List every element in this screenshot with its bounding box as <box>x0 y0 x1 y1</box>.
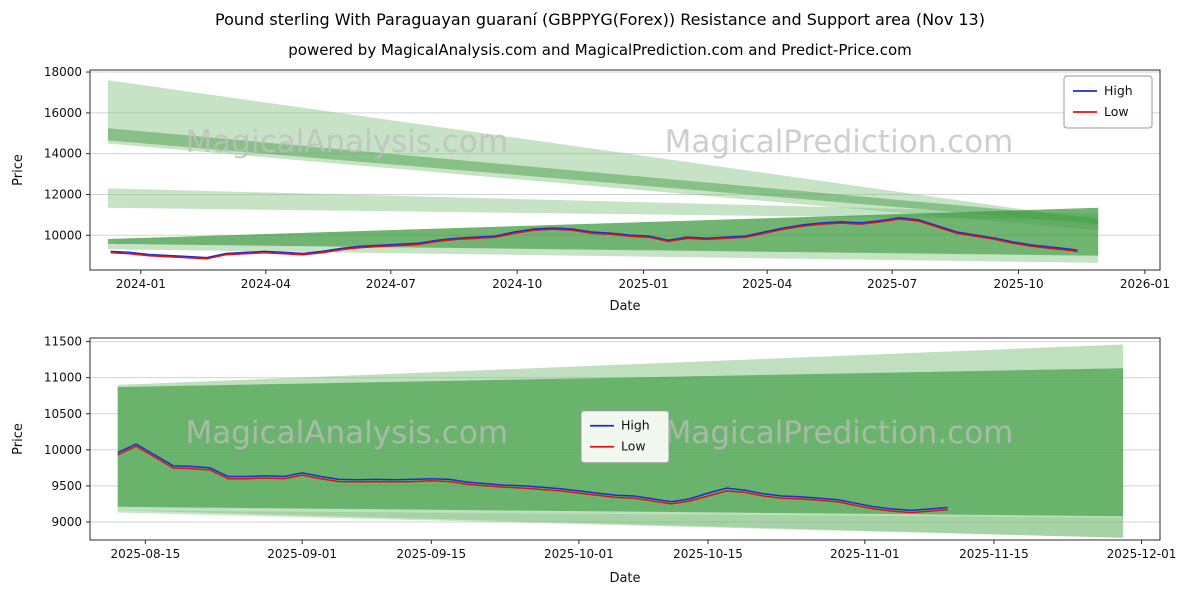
watermark-left: MagicalAnalysis.com <box>186 124 508 160</box>
x-axis-label: Date <box>609 299 640 314</box>
x-tick-label: 2024-04 <box>241 277 291 291</box>
price-line-low <box>117 445 948 514</box>
gridlines: 10000 12000 14000 16000 18000 2024-01 2024-04 2… <box>44 65 1170 291</box>
y-tick-label: 18000 <box>44 65 82 79</box>
y-tick-label: 16000 <box>44 106 82 120</box>
price-lines <box>110 217 1078 260</box>
price-line-low <box>110 218 1078 260</box>
x-tick-label: 2025-11-01 <box>830 547 900 561</box>
top-chart: 10000 12000 14000 16000 18000 2024-01 2024-04 2… <box>0 58 1200 320</box>
x-tick-label: 2025-12-01 <box>1107 547 1177 561</box>
price-line-high <box>117 443 948 512</box>
support-resistance-bands <box>107 80 1099 263</box>
watermark-left: MagicalAnalysis.com <box>186 415 508 451</box>
trend-band <box>117 510 1124 538</box>
x-tick-label: 2025-10-15 <box>673 547 743 561</box>
y-tick-label: 9000 <box>51 515 82 529</box>
x-tick-label: 2025-08-15 <box>110 547 180 561</box>
x-axis-label: Date <box>609 571 640 586</box>
y-tick-label: 10000 <box>44 443 82 457</box>
legend-label-high: High <box>621 418 650 433</box>
legend-label-low: Low <box>1104 104 1129 119</box>
watermark-right: MagicalPrediction.com <box>665 124 1014 160</box>
watermark-right: MagicalPrediction.com <box>665 415 1014 451</box>
y-tick-label: 10500 <box>44 407 82 421</box>
plot-frame <box>89 337 1161 541</box>
legend: High Low <box>1063 75 1153 129</box>
long-term-chart-svg: 10000 12000 14000 16000 18000 2024-01 2024-04 2… <box>11 65 1170 314</box>
x-tick-label: 2025-11-15 <box>959 547 1029 561</box>
short-term-chart-svg: 9000 9500 10000 10500 11000 11500 2025-08-15 20… <box>11 335 1177 586</box>
x-tick-label: 2025-09-01 <box>267 547 337 561</box>
y-tick-label: 11000 <box>44 371 82 385</box>
y-tick-label: 11500 <box>44 335 82 349</box>
trend-band <box>107 80 1099 231</box>
x-tick-label: 2025-10 <box>993 277 1043 291</box>
trend-band <box>107 207 1099 256</box>
trend-band <box>107 128 1099 225</box>
y-tick-label: 14000 <box>44 147 82 161</box>
price-line-high <box>110 217 1078 259</box>
x-tick-label: 2026-01 <box>1120 277 1170 291</box>
x-tick-label: 2024-07 <box>366 277 416 291</box>
legend: High Low <box>580 410 670 464</box>
x-tick-label: 2025-04 <box>742 277 792 291</box>
x-tick-label: 2024-10 <box>492 277 542 291</box>
x-tick-label: 2025-01 <box>618 277 668 291</box>
legend-label-high: High <box>1104 83 1133 98</box>
x-tick-label: 2025-07 <box>867 277 917 291</box>
x-tick-label: 2024-01 <box>116 277 166 291</box>
plot-frame <box>89 69 1161 271</box>
y-tick-label: 9500 <box>51 479 82 493</box>
legend-label-low: Low <box>621 439 646 454</box>
y-tick-label: 12000 <box>44 187 82 201</box>
chart-subtitle: powered by MagicalAnalysis.com and Magic… <box>288 41 912 59</box>
y-axis-label: Price <box>11 154 26 186</box>
x-tick-label: 2025-10-01 <box>544 547 614 561</box>
chart-title: Pound sterling With Paraguayan guaraní (… <box>215 10 985 29</box>
price-lines <box>117 443 948 514</box>
y-tick-label: 10000 <box>44 228 82 242</box>
y-axis-label: Price <box>11 423 26 455</box>
x-tick-label: 2025-09-15 <box>396 547 466 561</box>
trend-band <box>107 188 1099 220</box>
bottom-chart: 9000 9500 10000 10500 11000 11500 2025-08-15 20… <box>0 322 1200 600</box>
